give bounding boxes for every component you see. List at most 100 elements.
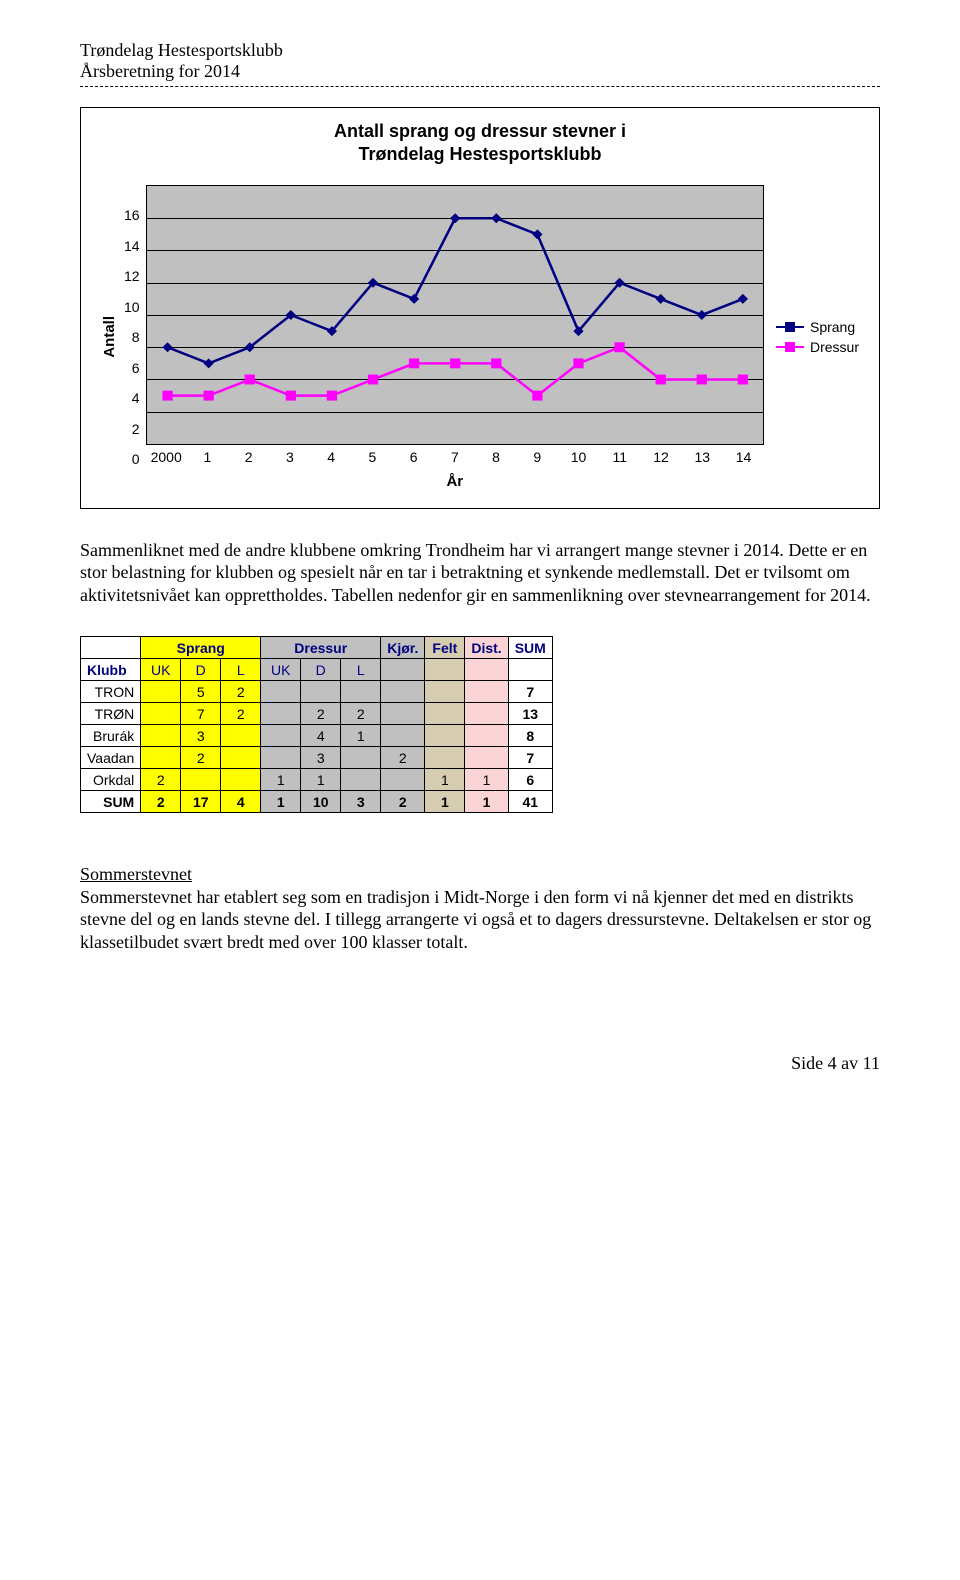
series-marker — [573, 358, 583, 368]
table-cell — [141, 725, 181, 747]
section-body: Sommerstevnet har etablert seg som en tr… — [80, 887, 871, 952]
series-marker — [244, 374, 254, 384]
table-cell — [465, 703, 508, 725]
table-cell: Vaadan — [81, 747, 141, 769]
table-cell — [261, 681, 301, 703]
table-cell — [465, 659, 508, 681]
table-cell: 1 — [261, 791, 301, 813]
series-line — [167, 218, 742, 363]
table-cell: 2 — [381, 791, 425, 813]
y-tick-label: 6 — [124, 360, 140, 376]
table-row: Vaadan2327 — [81, 747, 553, 769]
table-row: TRON527 — [81, 681, 553, 703]
x-tick-label: 2 — [228, 449, 269, 465]
table-cell — [341, 769, 381, 791]
chart-container: Antall sprang og dressur stevner i Trønd… — [80, 107, 880, 509]
table-cell — [381, 659, 425, 681]
table-row: SUM2174110321141 — [81, 791, 553, 813]
x-tick-label: 7 — [434, 449, 475, 465]
table-cell: 7 — [181, 703, 221, 725]
table-cell: 1 — [301, 769, 341, 791]
table-cell: 3 — [341, 791, 381, 813]
table-cell — [81, 637, 141, 659]
paragraph-intro: Sammenliknet med de andre klubbene omkri… — [80, 539, 880, 607]
legend-item: Sprang — [776, 319, 859, 335]
table-cell: 1 — [425, 791, 465, 813]
series-marker — [532, 390, 542, 400]
table-cell: TRON — [81, 681, 141, 703]
table-cell: SUM — [81, 791, 141, 813]
table-cell: 4 — [221, 791, 261, 813]
x-tick-label: 6 — [393, 449, 434, 465]
y-tick-label: 16 — [124, 207, 140, 223]
table-cell: TRØN — [81, 703, 141, 725]
table-cell — [261, 747, 301, 769]
table-cell: Dressur — [261, 637, 381, 659]
series-marker — [367, 374, 377, 384]
section-heading: Sommerstevnet — [80, 864, 192, 884]
x-tick-label: 10 — [558, 449, 599, 465]
table-cell: 3 — [301, 747, 341, 769]
series-marker — [655, 374, 665, 384]
x-tick-label: 2000 — [146, 449, 187, 465]
series-marker — [655, 294, 665, 304]
series-marker — [532, 229, 542, 239]
table-cell — [141, 747, 181, 769]
table-cell: 2 — [221, 703, 261, 725]
table-cell: 8 — [508, 725, 552, 747]
y-tick-label: 10 — [124, 299, 140, 315]
table-cell: 1 — [425, 769, 465, 791]
series-marker — [326, 390, 336, 400]
header-divider — [80, 86, 880, 87]
table-cell — [425, 703, 465, 725]
series-marker — [696, 374, 706, 384]
table-cell — [425, 747, 465, 769]
x-axis-ticks: 20001234567891011121314 — [146, 449, 764, 465]
table-cell: L — [221, 659, 261, 681]
table-cell: 2 — [181, 747, 221, 769]
table-cell: 2 — [301, 703, 341, 725]
table-cell — [425, 681, 465, 703]
table-cell: Klubb — [81, 659, 141, 681]
table-cell — [381, 681, 425, 703]
series-marker — [696, 310, 706, 320]
table-cell — [508, 659, 552, 681]
table-cell — [425, 725, 465, 747]
series-marker — [737, 374, 747, 384]
section-sommerstevnet: Sommerstevnet Sommerstevnet har etablert… — [80, 863, 880, 953]
table-cell: 1 — [261, 769, 301, 791]
table-cell — [301, 681, 341, 703]
y-tick-label: 12 — [124, 268, 140, 284]
table-cell: 2 — [141, 769, 181, 791]
y-tick-label: 2 — [124, 421, 140, 437]
table-cell: 6 — [508, 769, 552, 791]
legend-item: Dressur — [776, 339, 859, 355]
table-cell: D — [181, 659, 221, 681]
chart-title-line2: Trøndelag Hestesportsklubb — [358, 144, 601, 164]
table-cell: 2 — [221, 681, 261, 703]
table-cell — [221, 747, 261, 769]
table-cell: UK — [141, 659, 181, 681]
chart-title: Antall sprang og dressur stevner i Trønd… — [101, 120, 859, 167]
table-cell: 13 — [508, 703, 552, 725]
table-cell: Brurák — [81, 725, 141, 747]
series-marker — [162, 342, 172, 352]
table-row: KlubbUKDLUKDL — [81, 659, 553, 681]
legend-swatch — [776, 326, 804, 328]
table-cell: 4 — [301, 725, 341, 747]
series-marker — [203, 390, 213, 400]
table-cell — [221, 769, 261, 791]
legend-label: Dressur — [810, 339, 859, 355]
series-marker — [737, 294, 747, 304]
comparison-table: SprangDressurKjør.FeltDist.SUMKlubbUKDLU… — [80, 636, 553, 813]
table-cell — [341, 681, 381, 703]
table-row: SprangDressurKjør.FeltDist.SUM — [81, 637, 553, 659]
x-tick-label: 5 — [352, 449, 393, 465]
table-cell — [261, 703, 301, 725]
table-cell: 41 — [508, 791, 552, 813]
table-cell: 7 — [508, 681, 552, 703]
table-cell: UK — [261, 659, 301, 681]
table-cell — [381, 769, 425, 791]
table-cell: Felt — [425, 637, 465, 659]
table-cell: L — [341, 659, 381, 681]
